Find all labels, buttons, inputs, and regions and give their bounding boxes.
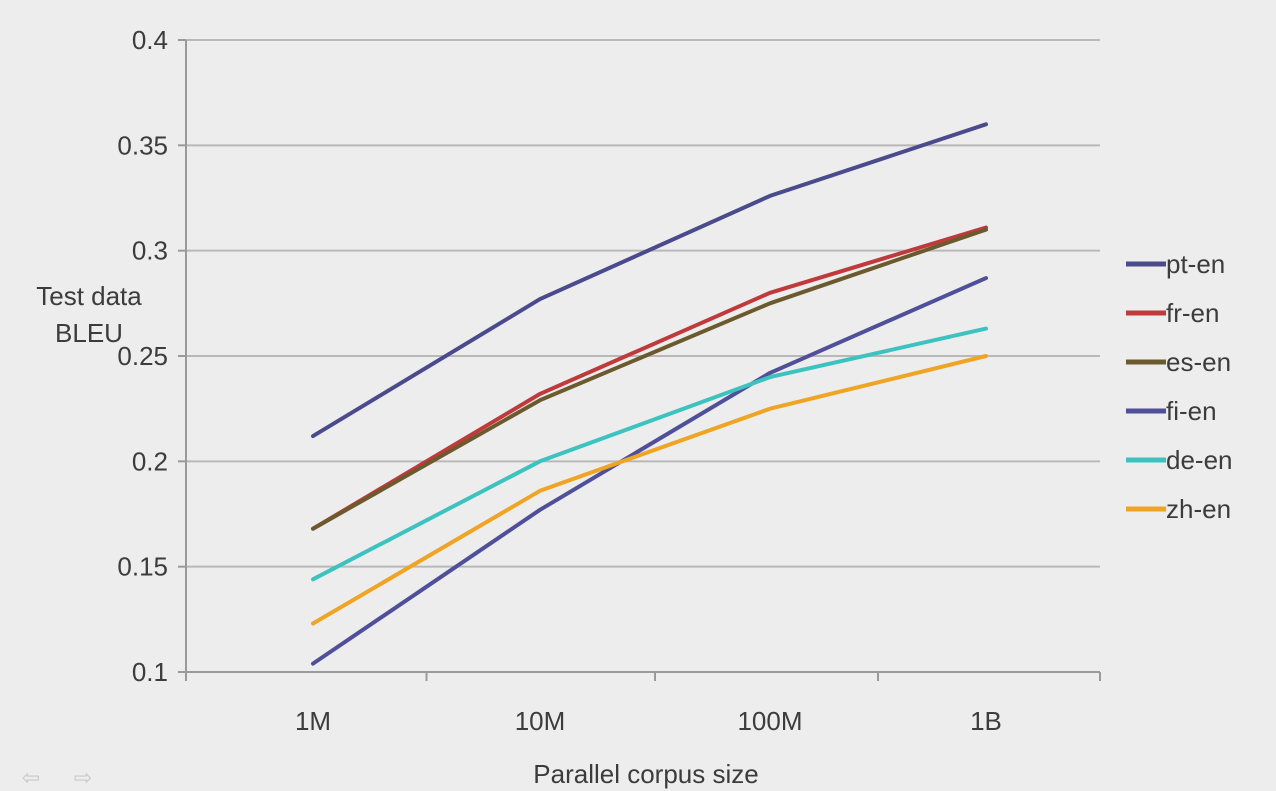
x-axis-title: Parallel corpus size <box>533 759 758 789</box>
legend-label: fi-en <box>1166 396 1217 426</box>
series-line-zh-en <box>311 354 988 626</box>
y-tick-label: 0.3 <box>132 236 168 266</box>
y-tick-label: 0.25 <box>117 341 168 371</box>
series-lines <box>311 122 988 666</box>
legend-label: fr-en <box>1166 298 1219 328</box>
y-tick-label: 0.1 <box>132 657 168 687</box>
legend-label: es-en <box>1166 347 1231 377</box>
y-tick-labels: 0.1 0.15 0.2 0.25 0.3 0.35 0.4 <box>117 25 168 687</box>
y-axis-title-line2: BLEU <box>55 318 123 348</box>
x-tick-label: 1B <box>970 706 1002 736</box>
legend: pt-en fr-en es-en fi-en de-en zh-en <box>1126 249 1233 524</box>
x-tick-labels: 1M 10M 100M 1B <box>295 706 1002 736</box>
y-tick-label: 0.35 <box>117 130 168 160</box>
series-line-fr-en <box>311 225 988 531</box>
legend-label: de-en <box>1166 445 1233 475</box>
y-tick-label: 0.4 <box>132 25 168 55</box>
legend-label: zh-en <box>1166 494 1231 524</box>
y-tick-label: 0.15 <box>117 552 168 582</box>
gridlines <box>186 39 1100 568</box>
x-tick-label: 1M <box>295 706 331 736</box>
series-line-pt-en <box>311 122 988 439</box>
y-tick-label: 0.2 <box>132 446 168 476</box>
axes <box>178 39 1101 681</box>
series-line-fi-en <box>311 276 988 666</box>
back-arrow-icon[interactable]: ⇦ <box>21 765 41 790</box>
x-tick-label: 100M <box>737 706 802 736</box>
x-tick-label: 10M <box>515 706 566 736</box>
y-axis-title-line1: Test data <box>36 281 142 311</box>
legend-label: pt-en <box>1166 249 1225 279</box>
forward-arrow-icon[interactable]: ⇨ <box>73 765 93 790</box>
series-line-de-en <box>311 326 988 582</box>
series-line-es-en <box>311 227 988 531</box>
